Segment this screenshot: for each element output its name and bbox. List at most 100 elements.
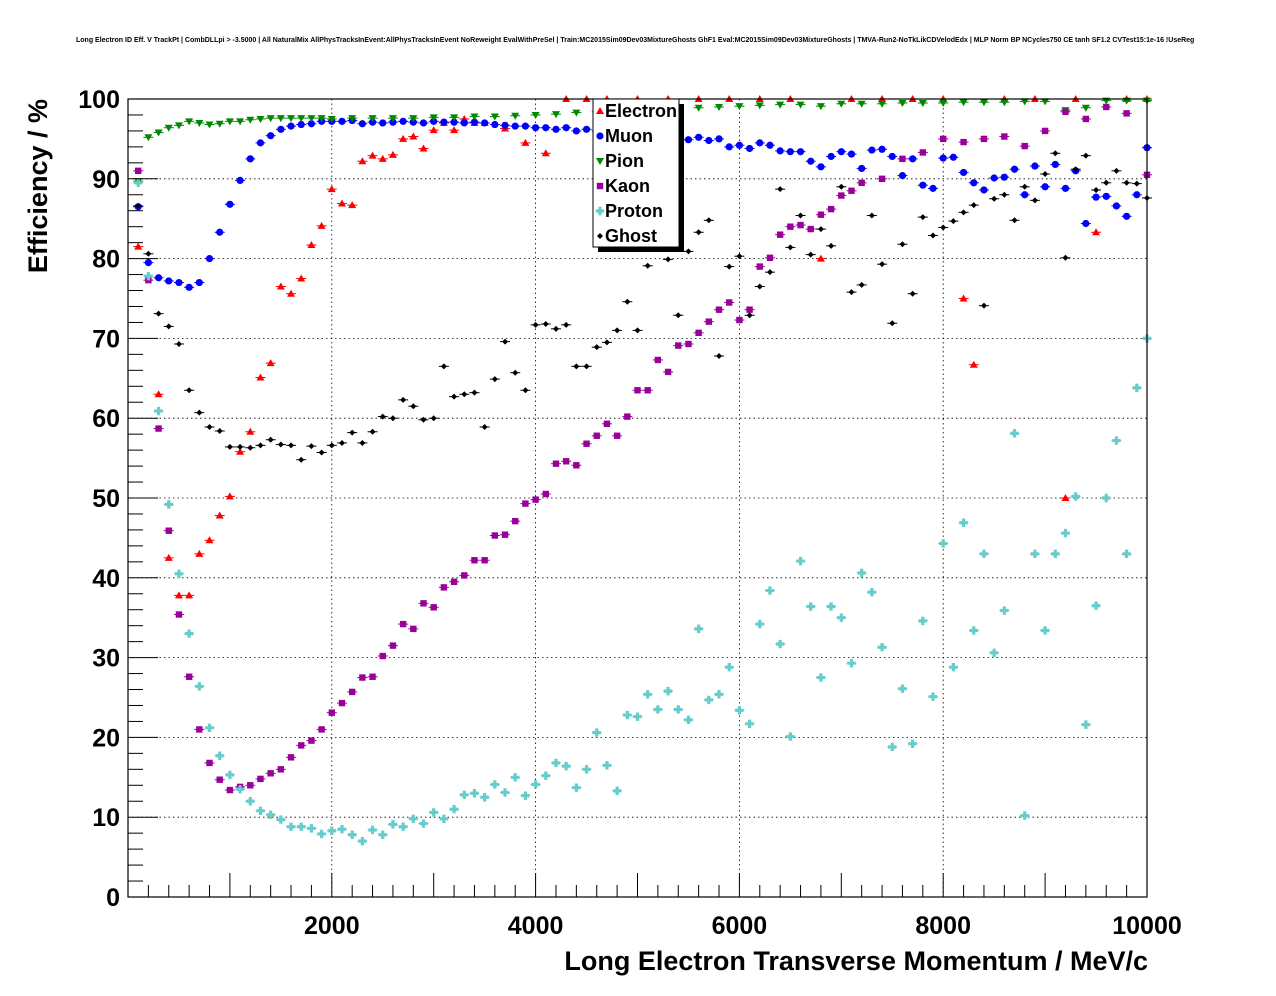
proton-point [877,643,887,652]
kaon-point [512,517,519,525]
legend-marker-electron [596,107,604,114]
muon-point [450,118,458,126]
ghost-point [165,323,172,330]
muon-point [959,168,968,177]
ghost-point [1011,217,1018,224]
pion-point [1041,98,1050,106]
muon-point [440,118,448,126]
proton-point [653,705,663,714]
proton-point [429,808,438,817]
ghost-point [919,214,926,221]
muon-point [338,117,346,125]
ghost-point [705,217,712,224]
muon-point [1133,191,1141,199]
proton-point [1091,601,1101,610]
proton-point [592,728,601,737]
proton-point [714,690,724,699]
proton-point [633,712,642,721]
kaon-point [450,578,458,585]
muon-point [705,136,713,145]
kaon-point [644,387,651,394]
muon-point [216,228,224,236]
proton-point [786,732,795,741]
ghost-point [1133,180,1140,187]
ghost-point [430,415,437,422]
muon-point [379,119,387,127]
proton-point [205,723,214,733]
pion-point [878,100,887,108]
proton-point [266,810,275,820]
muon-point [919,181,927,189]
proton-point [1081,720,1091,729]
kaon-point [573,462,580,469]
proton-point [561,761,571,771]
proton-point [826,602,836,611]
proton-point [541,771,550,780]
muon-point [949,153,957,161]
ghost-point [1052,150,1059,157]
electron-point [541,149,550,157]
muon-point [297,120,305,129]
kaon-point [491,532,499,539]
ghost-point [389,415,396,422]
kaon-point [369,673,376,680]
proton-point [888,742,897,752]
proton-point [378,830,387,839]
proton-point [195,682,204,691]
kaon-point [919,149,927,156]
electron-point [450,126,459,134]
ghost-point [644,262,651,269]
proton-point [307,824,316,833]
pion-point [205,121,214,129]
proton-point [449,805,459,814]
kaon-point [257,775,264,783]
ghost-point [155,310,162,317]
muon-point [745,144,754,153]
pion-point [144,134,153,142]
kaon-point [940,135,947,143]
pion-point [755,102,764,110]
proton-point [989,648,999,658]
proton-point [582,765,591,774]
muon-point [1010,165,1019,173]
electron-point [419,144,428,152]
proton-point [796,556,805,566]
proton-point [735,706,744,715]
y-tick-label: 50 [92,485,120,513]
proton-point [439,814,449,823]
ghost-point [237,443,244,450]
y-tick-label: 70 [92,325,120,353]
muon-point [521,122,530,130]
kaon-point [481,557,488,564]
kaon-point [654,356,662,364]
legend-marker-proton [595,206,605,216]
proton-point [337,824,347,834]
electron-point [969,360,978,368]
electron-point [266,359,275,367]
proton-point [837,613,846,622]
legend: Electron Muon Pion Kaon Proton Ghost [592,98,684,252]
kaon-point [216,776,223,783]
y-tick-label: 20 [92,724,120,752]
pion-point [511,112,520,120]
kaon-point [1123,110,1130,117]
proton-point [246,797,255,806]
muon-point [399,117,407,125]
proton-point [939,539,948,548]
proton-point [704,695,714,705]
kaon-point [736,316,743,324]
electron-point [256,373,265,381]
y-tick-label: 80 [92,246,120,274]
kaon-point [593,432,600,439]
proton-point [460,790,469,800]
kaon-point [399,620,407,628]
y-tick-label: 90 [92,166,120,194]
muon-point [776,147,784,155]
proton-point [1051,549,1060,559]
proton-point [470,789,479,798]
pion-point [531,111,540,119]
muon-point [766,141,774,149]
kaon-point [603,420,611,427]
ghost-point [1021,183,1028,190]
